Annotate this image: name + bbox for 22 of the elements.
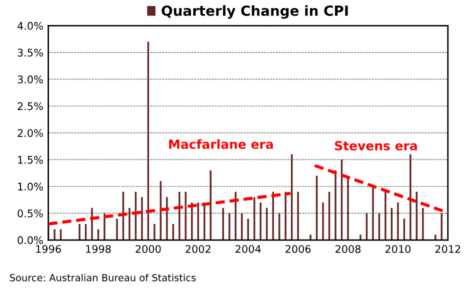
y-tick-label: 4.0% bbox=[17, 22, 43, 30]
x-tick-label: 1998 bbox=[86, 245, 111, 253]
y-tick-label: 0.0% bbox=[18, 236, 43, 244]
y-tick-label: 2.5% bbox=[18, 102, 43, 110]
annotation: Stevens era bbox=[334, 140, 417, 150]
x-tick-label: 2000 bbox=[136, 245, 161, 253]
x-tick-label: 1996 bbox=[36, 245, 61, 253]
x-tick-label: 2008 bbox=[336, 245, 361, 253]
y-tick-label: 3.0% bbox=[18, 76, 43, 84]
y-tick-label: 2.0% bbox=[18, 129, 43, 137]
x-tick-label: 2010 bbox=[385, 245, 411, 253]
source-note: Source: Australian Bureau of Statistics bbox=[10, 274, 196, 282]
annotation: Macfarlane era bbox=[169, 139, 273, 149]
y-tick-label: 3.5% bbox=[18, 48, 43, 57]
y-tick-label: 1.0% bbox=[18, 182, 43, 191]
y-tick-label: 0.5% bbox=[18, 209, 43, 218]
x-tick-label: 2002 bbox=[186, 245, 210, 253]
x-tick-label: 2012 bbox=[435, 245, 460, 253]
legend-label: Quarterly Change in CPI bbox=[162, 5, 348, 19]
y-tick-label: 1.5% bbox=[18, 156, 43, 164]
x-tick-label: 2006 bbox=[286, 245, 311, 253]
x-tick-label: 2004 bbox=[236, 245, 261, 253]
